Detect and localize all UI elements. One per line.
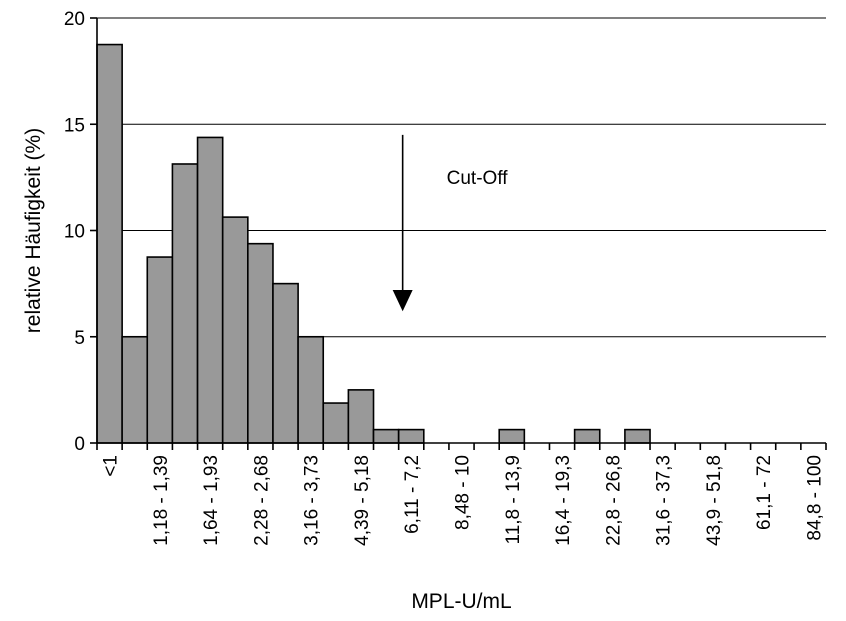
cut-off-arrow-head bbox=[392, 290, 413, 312]
bar bbox=[247, 242, 274, 444]
bar bbox=[372, 428, 400, 444]
x-tick-label: 1,64 - 1,93 bbox=[201, 455, 222, 546]
x-tick-label: 6,11 - 7,2 bbox=[402, 455, 423, 534]
y-tick-label: 15 bbox=[64, 115, 85, 136]
annotations: Cut-Off bbox=[392, 134, 509, 312]
x-tick-label: 61,1 - 72 bbox=[754, 455, 775, 530]
y-tick-label: 20 bbox=[64, 9, 85, 30]
bar bbox=[297, 335, 325, 444]
bar bbox=[221, 216, 249, 444]
y-tick-label: 10 bbox=[64, 222, 85, 243]
bar bbox=[146, 256, 174, 444]
x-tick-label: 11,8 - 13,9 bbox=[503, 455, 524, 544]
x-tick-label: 16,4 - 19,3 bbox=[553, 455, 574, 546]
x-tick-label: 4,39 - 5,18 bbox=[352, 455, 373, 546]
bars bbox=[96, 43, 651, 444]
y-axis-title: relative Häufigkeit (%) bbox=[22, 128, 45, 333]
x-tick-label: 22,8 - 26,8 bbox=[603, 455, 624, 546]
bar bbox=[498, 428, 526, 444]
x-tick-label: 2,28 - 2,68 bbox=[251, 455, 272, 546]
bar bbox=[272, 282, 299, 444]
x-tick-label: 43,9 - 51,8 bbox=[704, 455, 725, 546]
bar bbox=[96, 43, 123, 444]
bar bbox=[322, 402, 350, 444]
x-tick-label: <1 bbox=[101, 455, 122, 477]
x-tick-label: 1,18 - 1,39 bbox=[151, 455, 172, 546]
x-tick-label: 84,8 - 100 bbox=[804, 455, 825, 541]
y-tick-label: 5 bbox=[74, 328, 85, 349]
labels: 0 5 10 15 20 <1 1,18 - 1,39 1,64 - 1,93 2,28 - 2… bbox=[22, 9, 825, 613]
bar bbox=[171, 163, 199, 444]
bar bbox=[347, 389, 375, 444]
cut-off-label: Cut-Off bbox=[447, 168, 509, 189]
y-tick-label: 0 bbox=[74, 434, 85, 455]
x-tick-label: 8,48 - 10 bbox=[453, 455, 474, 530]
x-tick-label: 3,16 - 3,73 bbox=[302, 455, 323, 546]
x-axis-title: MPL-U/mL bbox=[411, 590, 511, 613]
bar bbox=[121, 335, 149, 444]
axes bbox=[90, 17, 827, 450]
bar bbox=[573, 428, 601, 444]
x-tick-label: 31,6 - 37,3 bbox=[654, 455, 675, 546]
bar bbox=[196, 136, 224, 444]
bar bbox=[397, 428, 425, 444]
bar bbox=[624, 428, 651, 444]
